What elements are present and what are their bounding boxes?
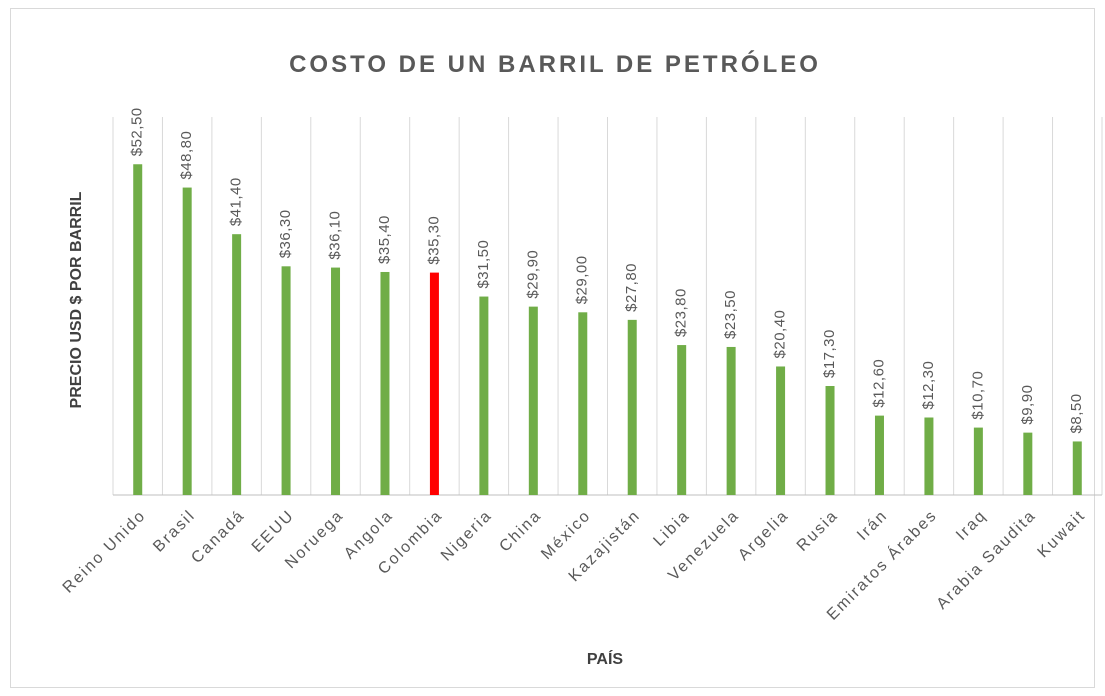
bar [429, 272, 439, 495]
data-label: $8,50 [1068, 393, 1085, 433]
data-label: $12,60 [870, 359, 887, 408]
bar [331, 267, 341, 495]
bar [973, 427, 983, 495]
bar [281, 266, 291, 495]
data-label: $10,70 [969, 371, 986, 420]
bar [825, 386, 835, 495]
bar [924, 417, 934, 495]
y-axis-title: PRECIO USD $ POR BARRIL [68, 191, 85, 408]
data-label: $35,30 [425, 216, 442, 265]
data-label: $9,90 [1019, 385, 1036, 425]
data-label: $36,30 [277, 209, 294, 258]
data-label: $41,40 [228, 177, 245, 226]
data-label: $36,10 [326, 211, 343, 260]
bar [1072, 441, 1082, 495]
data-label: $29,90 [524, 250, 541, 299]
bar [232, 234, 242, 495]
data-label: $29,00 [574, 255, 591, 304]
bar [528, 306, 538, 495]
bar [1023, 432, 1033, 495]
chart-frame [10, 8, 1095, 688]
data-label: $31,50 [475, 240, 492, 289]
bar [874, 415, 884, 495]
data-label: $35,40 [376, 215, 393, 264]
bar [133, 164, 143, 495]
data-label: $23,80 [673, 288, 690, 337]
data-label: $52,50 [129, 107, 146, 156]
bar [627, 319, 637, 495]
bar [726, 346, 736, 495]
bar [182, 187, 192, 495]
data-label: $48,80 [178, 131, 195, 180]
x-axis-title: PAÍS [587, 649, 623, 668]
bar [578, 312, 588, 495]
bar [479, 296, 489, 495]
data-label: $27,80 [623, 263, 640, 312]
data-label: $20,40 [772, 310, 789, 359]
data-label: $12,30 [920, 361, 937, 410]
bar [677, 345, 687, 495]
data-label: $23,50 [722, 290, 739, 339]
data-label: $17,30 [821, 329, 838, 378]
bar [380, 271, 390, 495]
chart-title: COSTO DE UN BARRIL DE PETRÓLEO [289, 50, 821, 78]
bar [776, 366, 786, 495]
